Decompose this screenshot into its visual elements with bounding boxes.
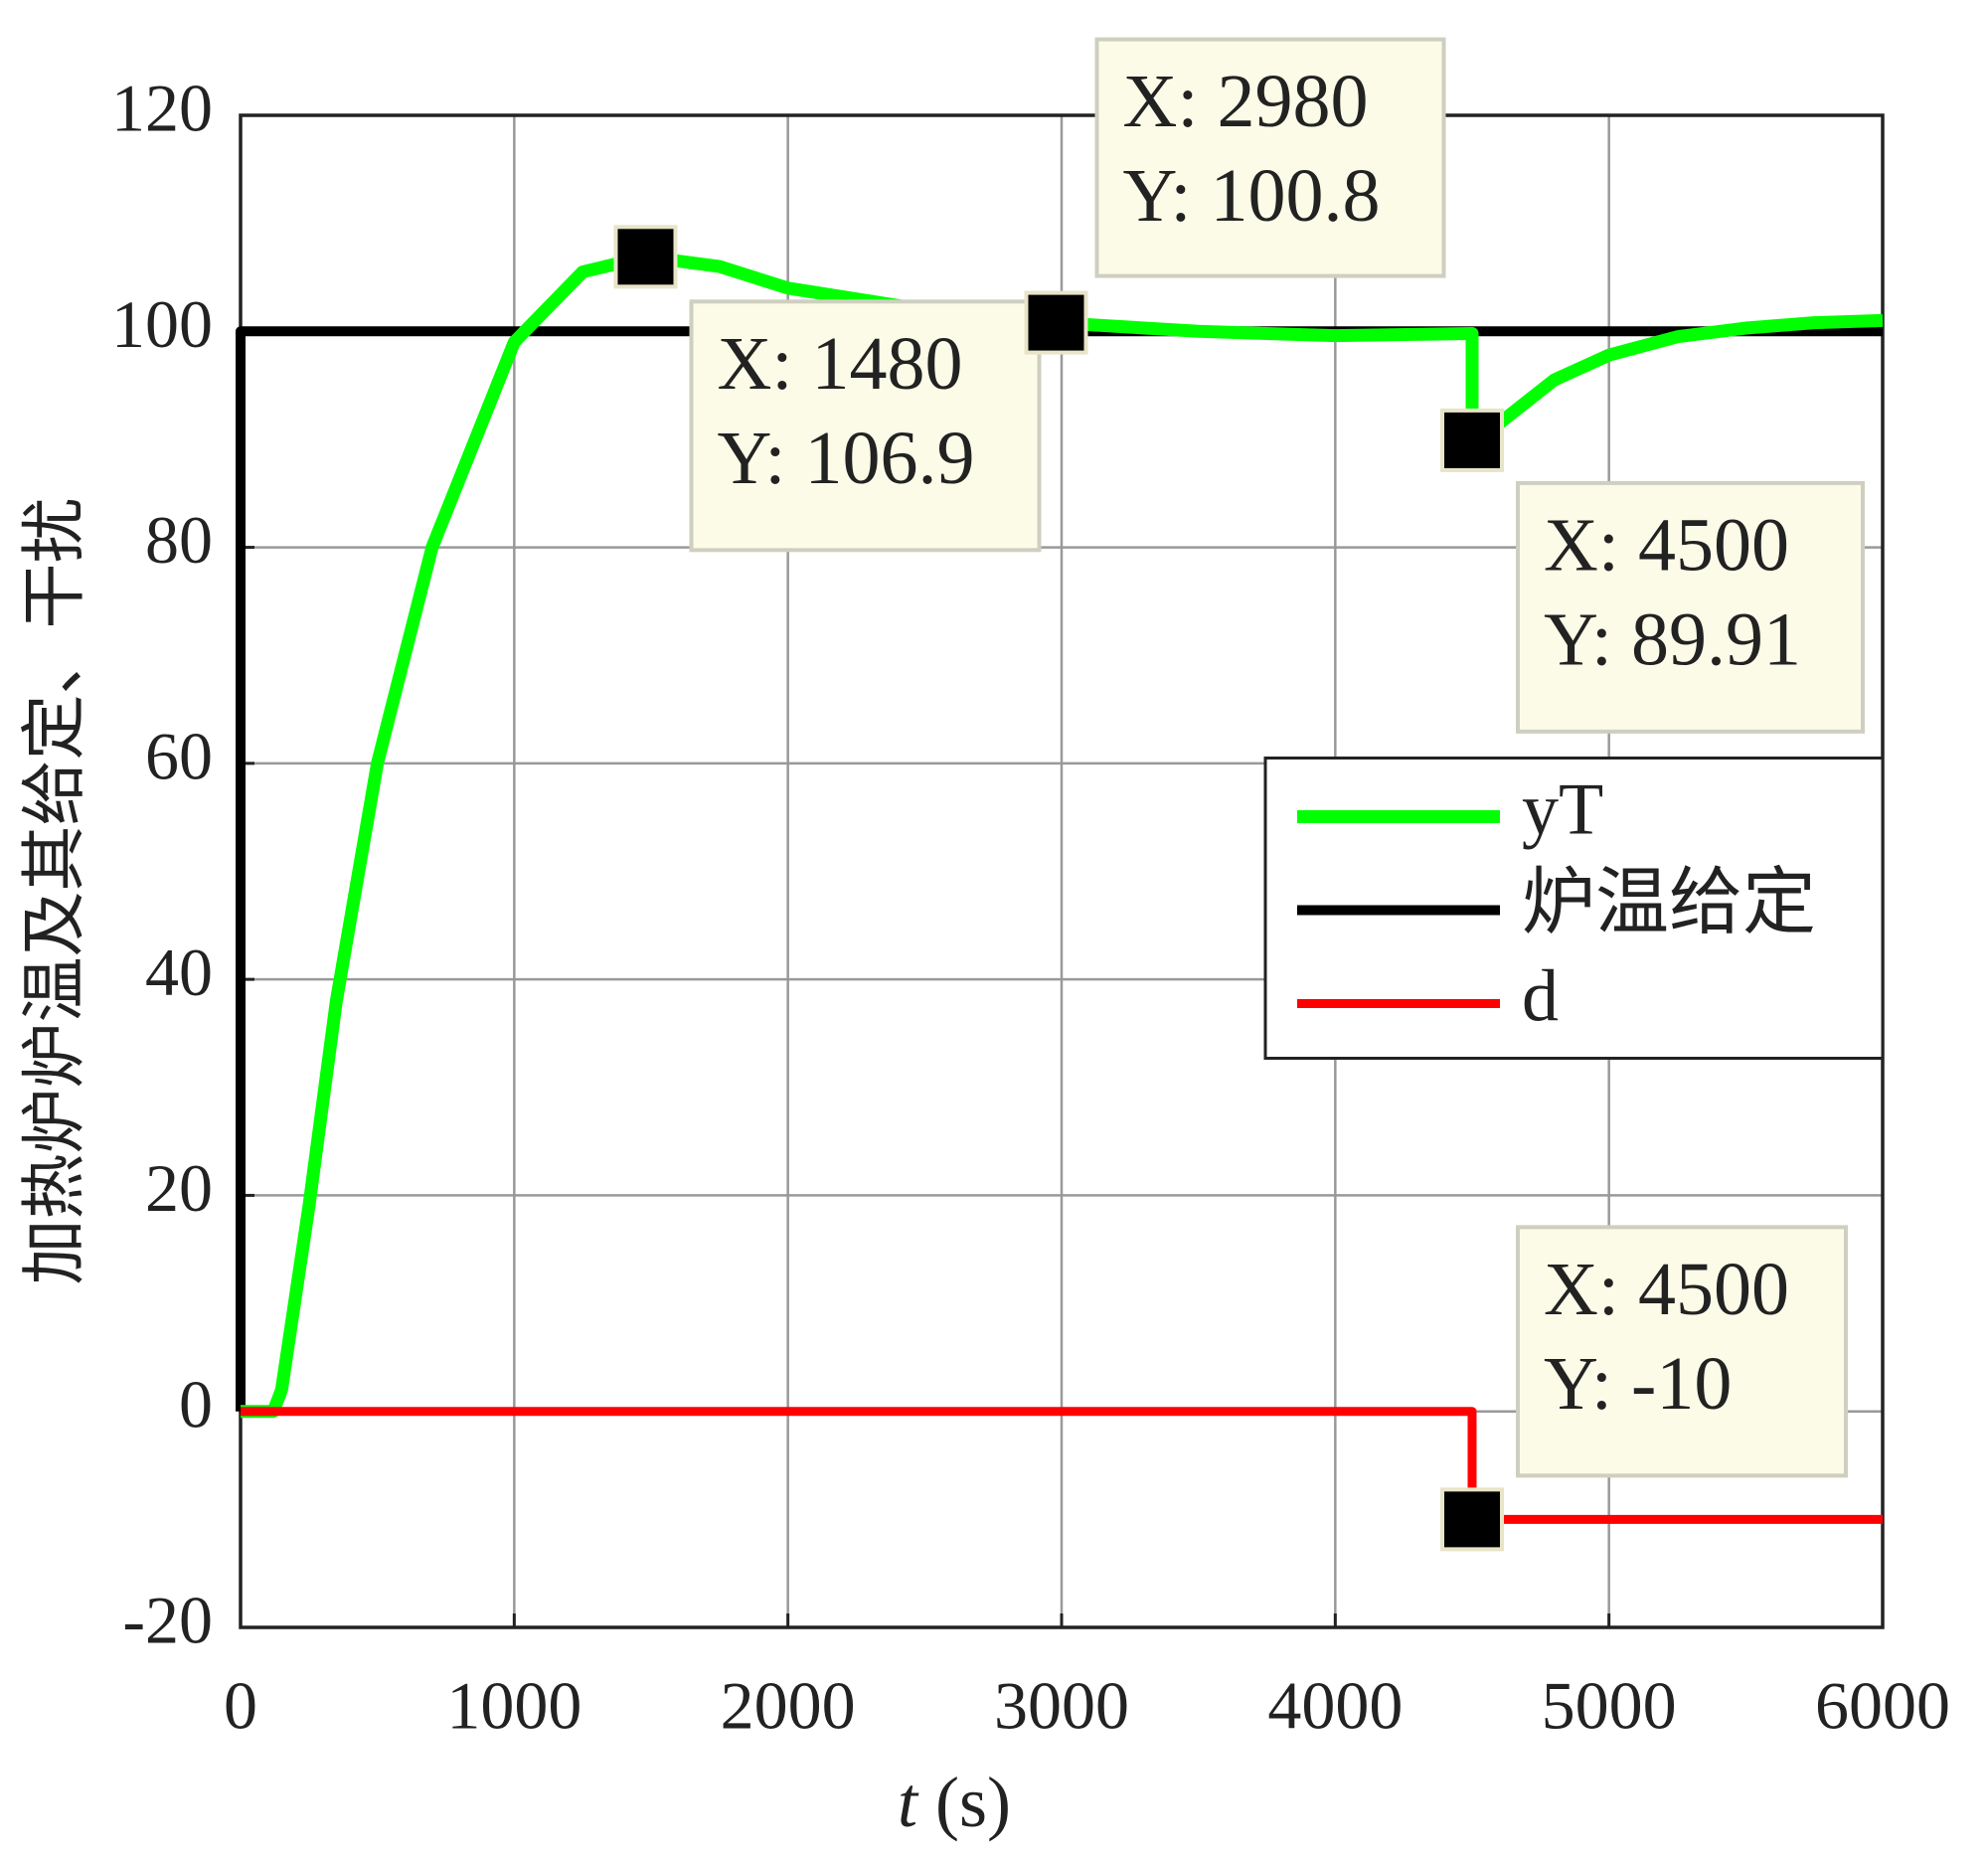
- datatip-marker: [613, 225, 678, 289]
- x-tick-label: 2000: [721, 1668, 856, 1744]
- datatip-x: X: 2980: [1122, 60, 1368, 143]
- datatip-box: [1094, 37, 1446, 278]
- datatip-y: Y: -10: [1544, 1342, 1732, 1426]
- legend-label: yT: [1522, 768, 1603, 850]
- x-tick-label: 4000: [1267, 1668, 1403, 1744]
- datatip-box: [1516, 1225, 1848, 1478]
- datatip-box: [689, 299, 1042, 553]
- y-tick-label: 20: [145, 1150, 213, 1226]
- datatip-marker: [1024, 290, 1088, 355]
- legend-label: 炉温给定: [1522, 862, 1816, 943]
- x-label-unit: (s): [935, 1763, 1011, 1842]
- x-tick-label: 6000: [1815, 1668, 1950, 1744]
- y-tick-label: 100: [111, 286, 213, 362]
- datatip-marker: [1440, 408, 1504, 472]
- x-tick-label: 0: [224, 1668, 257, 1744]
- datatip-box: [1516, 480, 1865, 734]
- datatip-marker: [1440, 1487, 1504, 1552]
- y-tick-label: 80: [145, 502, 213, 578]
- y-tick-label: 0: [179, 1366, 213, 1441]
- y-axis-label: 加热炉炉温及其给定、干扰: [19, 498, 91, 1285]
- x-axis-label: t (s): [898, 1763, 1011, 1842]
- datatip-y: Y: 106.9: [717, 417, 974, 500]
- y-tick-label: 60: [145, 718, 213, 793]
- y-tick-label: 120: [111, 71, 213, 146]
- x-label-var: t: [898, 1763, 919, 1842]
- datatip-x: X: 4500: [1544, 503, 1789, 587]
- datatip-y: Y: 89.91: [1544, 597, 1801, 681]
- x-tick-label: 1000: [446, 1668, 581, 1744]
- datatip-x: X: 4500: [1544, 1248, 1789, 1331]
- datatip-x: X: 1480: [717, 322, 962, 406]
- x-tick-label: 5000: [1542, 1668, 1677, 1744]
- x-tick-label: 3000: [994, 1668, 1129, 1744]
- datatip-y: Y: 100.8: [1122, 154, 1380, 238]
- y-tick-label: 40: [145, 934, 213, 1010]
- series-line: [241, 1407, 1883, 1524]
- y-tick-label: -20: [122, 1583, 213, 1658]
- legend-label: d: [1522, 955, 1559, 1037]
